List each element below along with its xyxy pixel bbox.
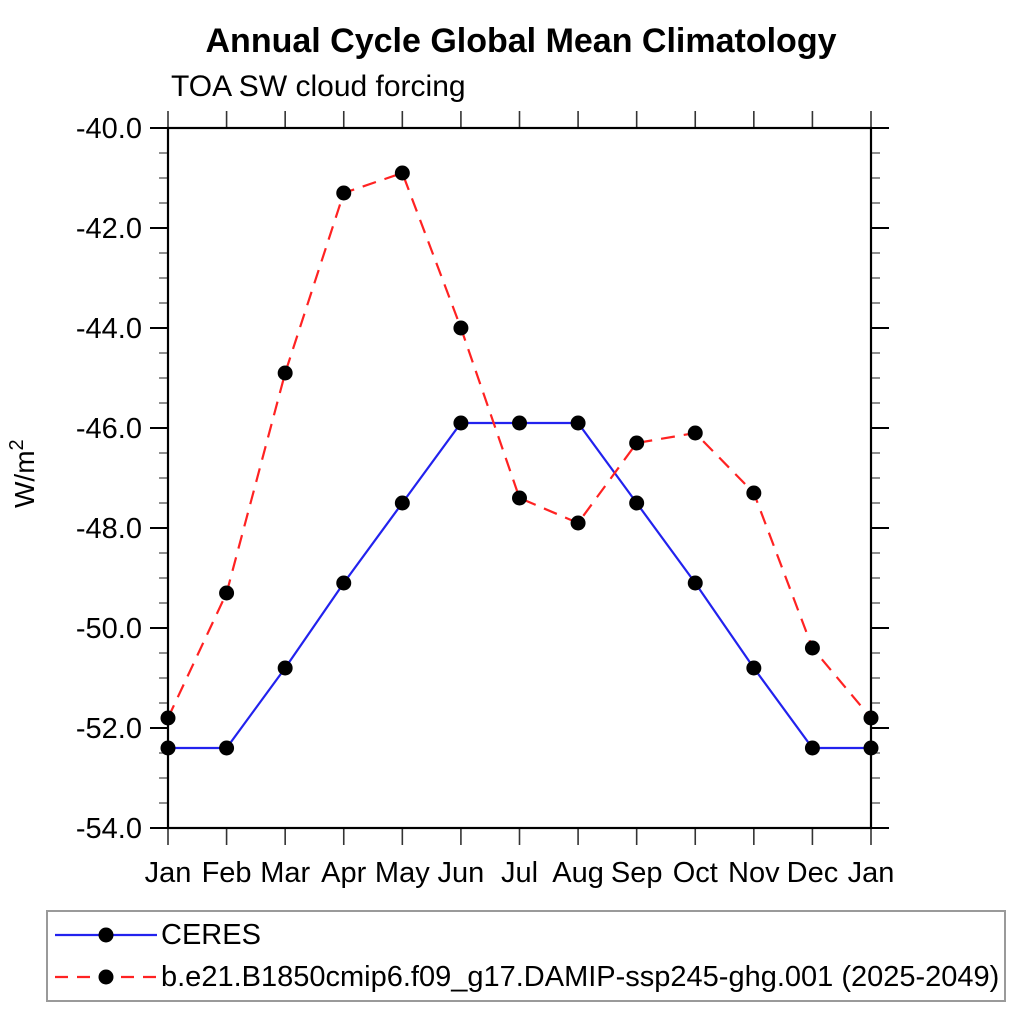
- series-1-marker: [160, 710, 176, 726]
- series-0-marker: [277, 660, 293, 676]
- legend-row-model: b.e21.B1850cmip6.f09_g17.DAMIP-ssp245-gh…: [53, 962, 1004, 992]
- series-0-marker: [219, 740, 235, 756]
- x-tick-label: Apr: [321, 857, 366, 889]
- series-1-marker: [746, 485, 762, 501]
- series-1-marker: [277, 365, 293, 381]
- series-0-marker: [687, 575, 703, 591]
- model-line-sample-icon: [55, 969, 157, 985]
- y-tick-label: -54.0: [76, 813, 142, 845]
- series-1-marker: [394, 165, 410, 181]
- series-line-0: [168, 421, 871, 750]
- x-tick-label: Mar: [260, 857, 310, 889]
- x-tick-label: Feb: [202, 857, 252, 889]
- y-tick-label: -48.0: [76, 513, 142, 545]
- series-1-marker: [512, 490, 527, 506]
- legend: CERES b.e21.B1850cmip6.f09_g17.DAMIP-ssp…: [46, 910, 1006, 1002]
- series-0-marker: [453, 415, 469, 431]
- chart-subtitle: TOA SW cloud forcing: [171, 70, 466, 103]
- series-0-marker: [160, 740, 176, 756]
- x-tick-label: Jun: [438, 857, 485, 889]
- y-tick-label: -46.0: [76, 413, 142, 445]
- x-tick-label: Dec: [787, 857, 839, 889]
- y-tick-label: -50.0: [76, 613, 142, 645]
- series-0-marker: [570, 415, 586, 431]
- series-0-marker: [629, 495, 645, 511]
- ceres-line-sample-icon: [55, 927, 157, 943]
- series-0-marker: [394, 495, 410, 511]
- x-tick-label: Nov: [728, 857, 780, 889]
- series-1-marker: [570, 515, 586, 531]
- x-tick-label: Jan: [145, 857, 192, 889]
- model-marker-icon: [98, 969, 114, 985]
- x-tick-label: Jan: [848, 857, 895, 889]
- series-0-marker: [804, 740, 820, 756]
- y-tick-label: -42.0: [76, 213, 142, 245]
- ceres-marker-icon: [98, 927, 114, 943]
- series-0-marker: [746, 660, 762, 676]
- plot-frame: [166, 126, 873, 830]
- series-1-marker: [629, 435, 645, 451]
- series-1-marker: [863, 710, 879, 726]
- chart-title: Annual Cycle Global Mean Climatology: [205, 22, 837, 60]
- legend-label-model: b.e21.B1850cmip6.f09_g17.DAMIP-ssp245-gh…: [161, 960, 1000, 993]
- series-1-marker: [336, 185, 352, 201]
- series-1-marker: [219, 585, 235, 601]
- x-tick-label: Sep: [611, 857, 663, 889]
- series-0-marker: [336, 575, 352, 591]
- x-tick-label: Jul: [501, 857, 538, 889]
- x-tick-label: Aug: [552, 857, 604, 889]
- series-line-1: [167, 171, 872, 719]
- series-0-marker: [512, 415, 527, 431]
- y-tick-label: -52.0: [76, 713, 142, 745]
- series-1-marker: [453, 320, 469, 336]
- series-1-marker: [687, 425, 703, 441]
- legend-label-ceres: CERES: [161, 918, 261, 951]
- x-tick-label: Oct: [673, 857, 718, 889]
- legend-row-ceres: CERES: [53, 920, 1004, 950]
- x-tick-label: May: [375, 857, 430, 889]
- y-tick-label: -44.0: [76, 313, 142, 345]
- y-tick-label: -40.0: [76, 113, 142, 145]
- series-0-marker: [863, 740, 879, 756]
- y-axis-title: W/m2: [6, 439, 40, 508]
- series-1-marker: [804, 640, 820, 656]
